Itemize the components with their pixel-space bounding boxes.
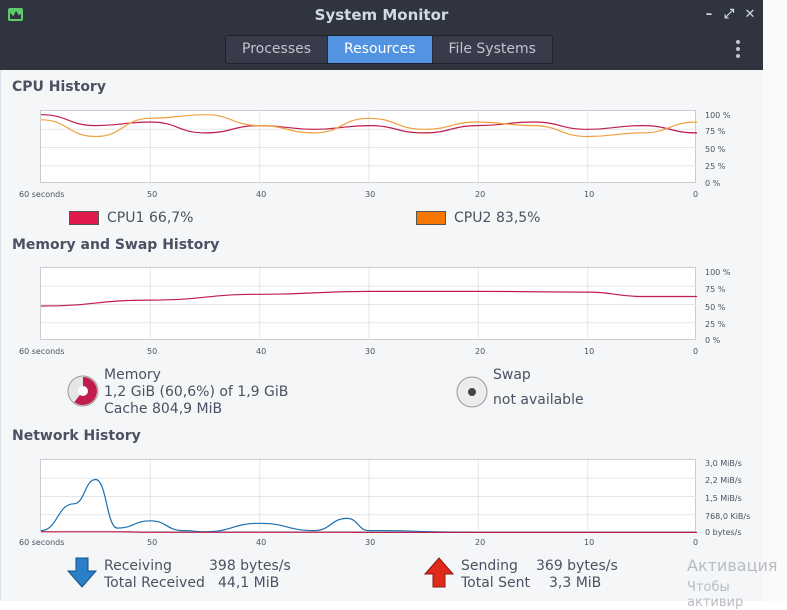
cpu1-label: CPU1: [107, 210, 145, 226]
memory-usage: 1,2 GiB (60,6%) of 1,9 GiB: [104, 384, 289, 400]
total-sent-value: 3,3 MiB: [549, 575, 602, 591]
cpu-x-tick: 10: [584, 190, 595, 199]
memory-y-tick: 50 %: [705, 303, 726, 312]
total-received-value: 44,1 MiB: [218, 575, 280, 591]
network-series-sending: [41, 531, 697, 533]
activation-watermark-subtitle: Чтобы активир: [687, 580, 744, 610]
cpu-x-tick: 50: [147, 190, 158, 199]
network-x-tick: 0: [693, 538, 699, 547]
memory-x-tick: 40: [256, 347, 267, 356]
cpu1-color-swatch[interactable]: [69, 211, 99, 225]
memory-x-tick: 10: [584, 347, 595, 356]
maximize-icon[interactable]: ⤢: [723, 7, 735, 22]
swap-title: Swap: [493, 367, 531, 383]
cpu2-color-swatch[interactable]: [416, 211, 446, 225]
tab-file-systems[interactable]: File Systems: [432, 36, 552, 63]
total-sent-label: Total Sent: [461, 575, 531, 591]
memory-x-tick: 20: [475, 347, 486, 356]
sending-label: Sending: [461, 558, 518, 574]
memory-y-tick: 0 %: [705, 336, 721, 345]
close-icon[interactable]: ✕: [744, 7, 756, 22]
memory-graph: [40, 267, 697, 341]
network-y-tick: 0 bytes/s: [705, 528, 742, 537]
cpu-y-tick: 0 %: [705, 179, 721, 188]
resources-panel: CPU History 100 % 75 % 50 % 25 % 0 % 60 …: [0, 70, 763, 601]
cpu1-value: 66,7%: [149, 210, 194, 226]
cpu-y-tick: 75 %: [705, 127, 726, 136]
memory-x-tick: 50: [147, 347, 158, 356]
cpu-series-cpu1: [41, 114, 697, 134]
memory-y-tick: 75 %: [705, 285, 726, 294]
cpu2-value: 83,5%: [496, 210, 541, 226]
minimize-icon[interactable]: –: [705, 7, 713, 22]
network-x-tick: 50: [147, 538, 158, 547]
total-received-label: Total Received: [104, 575, 205, 591]
memory-series-memory: [41, 290, 697, 307]
title-bar: System Monitor – ⤢ ✕ Processes Resources…: [0, 0, 763, 70]
cpu-x-tick: 0: [693, 190, 699, 199]
cpu-x-tick: 60 seconds: [19, 190, 65, 199]
network-section-title: Network History: [12, 428, 141, 444]
activation-watermark: Активация: [687, 556, 778, 575]
window-title: System Monitor: [314, 6, 449, 24]
cpu-x-tick: 20: [475, 190, 486, 199]
sending-value: 369 bytes/s: [536, 558, 618, 574]
menu-icon[interactable]: [733, 40, 743, 60]
memory-section-title: Memory and Swap History: [12, 237, 220, 253]
network-x-tick: 40: [256, 538, 267, 547]
memory-pie-icon[interactable]: [67, 375, 99, 407]
system-monitor-icon: [8, 8, 23, 21]
cpu-y-tick: 50 %: [705, 145, 726, 154]
tab-processes[interactable]: Processes: [226, 36, 329, 63]
network-y-tick: 3,0 MiB/s: [705, 459, 742, 468]
memory-x-tick: 0: [693, 347, 699, 356]
swap-pie-icon[interactable]: [456, 376, 488, 408]
cpu-graph: [40, 110, 697, 184]
memory-y-tick: 100 %: [705, 268, 731, 277]
sending-arrow-icon[interactable]: [424, 557, 454, 589]
network-x-tick: 60 seconds: [19, 538, 65, 547]
network-y-tick: 2,2 MiB/s: [705, 476, 742, 485]
network-x-tick: 20: [475, 538, 486, 547]
desktop-background: [763, 0, 787, 601]
memory-cache: Cache 804,9 MiB: [104, 401, 223, 417]
receiving-value: 398 bytes/s: [209, 558, 291, 574]
network-graph: [40, 459, 697, 533]
memory-x-tick: 60 seconds: [19, 347, 65, 356]
tab-resources[interactable]: Resources: [328, 36, 433, 63]
cpu-section-title: CPU History: [12, 79, 106, 95]
cpu-x-tick: 40: [256, 190, 267, 199]
memory-y-tick: 25 %: [705, 320, 726, 329]
network-y-tick: 1,5 MiB/s: [705, 494, 742, 503]
cpu-x-tick: 30: [365, 190, 376, 199]
swap-status: not available: [493, 392, 584, 408]
network-y-tick: 768,0 KiB/s: [705, 512, 751, 521]
network-x-tick: 10: [584, 538, 595, 547]
cpu2-label: CPU2: [454, 210, 492, 226]
memory-title: Memory: [104, 367, 161, 383]
network-x-tick: 30: [365, 538, 376, 547]
cpu-y-tick: 100 %: [705, 111, 731, 120]
receiving-arrow-icon[interactable]: [67, 557, 97, 589]
view-switcher: Processes Resources File Systems: [225, 35, 553, 64]
memory-x-tick: 30: [365, 347, 376, 356]
cpu-y-tick: 25 %: [705, 162, 726, 171]
cpu-series-cpu2: [41, 114, 697, 138]
receiving-label: Receiving: [104, 558, 172, 574]
